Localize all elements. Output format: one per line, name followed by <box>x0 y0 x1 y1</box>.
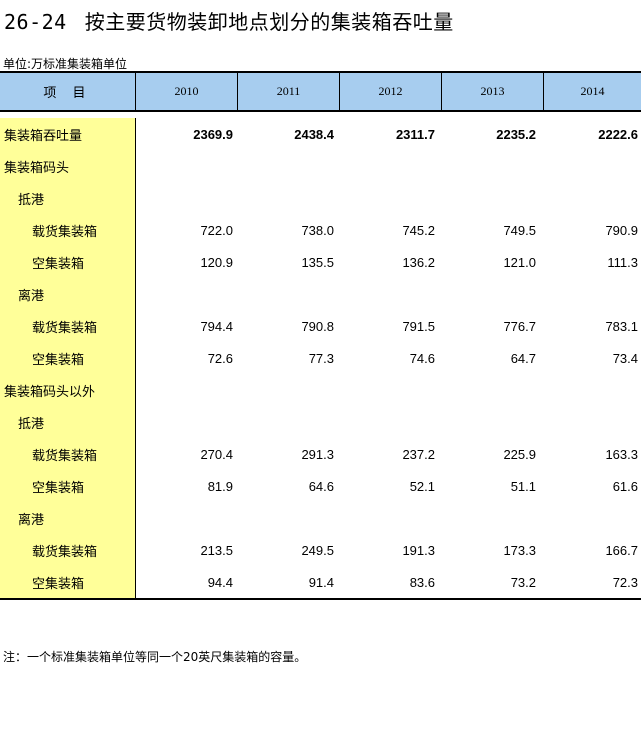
header-year: 2012 <box>340 73 442 110</box>
row-label: 离港 <box>18 512 45 528</box>
cell-value: 722.0 <box>200 222 233 238</box>
cell-value: 191.3 <box>402 542 435 558</box>
row-label: 空集装箱 <box>32 256 85 272</box>
cell-value: 163.3 <box>605 446 638 462</box>
cell-value: 120.9 <box>200 254 233 270</box>
table-row: 集装箱码头 <box>0 150 641 182</box>
row-label: 空集装箱 <box>32 352 85 368</box>
row-label: 抵港 <box>18 416 45 432</box>
cell-value: 173.3 <box>503 542 536 558</box>
row-label: 集装箱码头以外 <box>4 384 96 400</box>
header-year: 2014 <box>580 84 605 98</box>
cell-value: 52.1 <box>409 478 435 494</box>
cell-value: 121.0 <box>503 254 536 270</box>
cell-value: 2369.9 <box>193 126 233 142</box>
cell-value: 270.4 <box>200 446 233 462</box>
cell-value: 2311.7 <box>395 126 435 142</box>
cell-value: 249.5 <box>301 542 334 558</box>
cell-value: 74.6 <box>409 350 435 366</box>
cell-value: 73.4 <box>612 350 638 366</box>
data-table: 项 目 2010 2011 2012 2013 2014 集装箱吞吐量 2369.… <box>0 71 641 600</box>
table-row: 空集装箱 94.4 91.4 83.6 73.2 72.3 <box>0 566 641 598</box>
row-label: 载货集装箱 <box>32 448 98 464</box>
table-row: 抵港 <box>0 406 641 438</box>
header-year: 2011 <box>238 73 340 110</box>
table-row: 离港 <box>0 502 641 534</box>
table-title: 按主要货物装卸地点划分的集装箱吞吐量 <box>84 10 454 34</box>
row-label: 空集装箱 <box>32 480 85 496</box>
row-label: 载货集装箱 <box>32 224 98 240</box>
cell-value: 77.3 <box>308 350 334 366</box>
row-label: 载货集装箱 <box>32 320 98 336</box>
header-year: 2010 <box>136 73 238 110</box>
cell-value: 225.9 <box>503 446 536 462</box>
table-row: 载货集装箱 794.4 790.8 791.5 776.7 783.1 <box>0 310 641 342</box>
cell-value: 291.3 <box>301 446 334 462</box>
cell-value: 64.6 <box>308 478 334 494</box>
cell-value: 166.7 <box>605 542 638 558</box>
row-label: 空集装箱 <box>32 576 85 592</box>
cell-value: 2222.6 <box>598 126 638 142</box>
table-row: 离港 <box>0 278 641 310</box>
footnote: 注：一个标准集装箱单位等同一个20英尺集装箱的容量。 <box>3 650 307 664</box>
table-row: 集装箱码头以外 <box>0 374 641 406</box>
cell-value: 135.5 <box>301 254 334 270</box>
cell-value: 237.2 <box>402 446 435 462</box>
cell-value: 72.3 <box>612 574 638 590</box>
cell-value: 2438.4 <box>294 126 334 142</box>
unit-label: 单位:万标准集装箱单位 <box>3 57 128 71</box>
header-year: 2013 <box>442 73 544 110</box>
cell-value: 61.6 <box>612 478 638 494</box>
row-label: 集装箱吞吐量 <box>4 128 83 144</box>
cell-value: 64.7 <box>510 350 536 366</box>
cell-value: 51.1 <box>510 478 536 494</box>
table-body: 集装箱吞吐量 2369.9 2438.4 2311.7 2235.2 2222.6 集装箱码… <box>0 118 641 600</box>
header-item: 项 目 <box>0 73 136 110</box>
row-label: 抵港 <box>18 192 45 208</box>
cell-value: 83.6 <box>409 574 435 590</box>
table-header: 项 目 2010 2011 2012 2013 2014 <box>0 71 641 112</box>
table-row: 空集装箱 72.6 77.3 74.6 64.7 73.4 <box>0 342 641 374</box>
cell-value: 749.5 <box>503 222 536 238</box>
label-column-background <box>0 118 136 598</box>
cell-value: 776.7 <box>503 318 536 334</box>
cell-value: 111.3 <box>607 254 638 270</box>
table-row: 空集装箱 81.9 64.6 52.1 51.1 61.6 <box>0 470 641 502</box>
cell-value: 783.1 <box>605 318 638 334</box>
cell-value: 790.9 <box>605 222 638 238</box>
row-label: 集装箱码头 <box>4 160 70 176</box>
table-row: 载货集装箱 722.0 738.0 745.2 749.5 790.9 <box>0 214 641 246</box>
cell-value: 794.4 <box>200 318 233 334</box>
cell-value: 136.2 <box>402 254 435 270</box>
cell-value: 2235.2 <box>496 126 536 142</box>
table-row: 载货集装箱 213.5 249.5 191.3 173.3 166.7 <box>0 534 641 566</box>
table-row: 集装箱吞吐量 2369.9 2438.4 2311.7 2235.2 2222.6 <box>0 118 641 150</box>
row-label: 载货集装箱 <box>32 544 98 560</box>
cell-value: 72.6 <box>207 350 233 366</box>
cell-value: 94.4 <box>207 574 233 590</box>
cell-value: 73.2 <box>510 574 536 590</box>
cell-value: 791.5 <box>402 318 435 334</box>
table-row: 抵港 <box>0 182 641 214</box>
row-label: 离港 <box>18 288 45 304</box>
cell-value: 81.9 <box>207 478 233 494</box>
table-number: 26-24 <box>4 10 67 34</box>
cell-value: 213.5 <box>200 542 233 558</box>
cell-value: 790.8 <box>301 318 334 334</box>
cell-value: 738.0 <box>301 222 334 238</box>
cell-value: 745.2 <box>402 222 435 238</box>
page-title: 26-24 按主要货物装卸地点划分的集装箱吞吐量 <box>4 6 454 35</box>
table-row: 空集装箱 120.9 135.5 136.2 121.0 111.3 <box>0 246 641 278</box>
table-row: 载货集装箱 270.4 291.3 237.2 225.9 163.3 <box>0 438 641 470</box>
cell-value: 91.4 <box>308 574 334 590</box>
